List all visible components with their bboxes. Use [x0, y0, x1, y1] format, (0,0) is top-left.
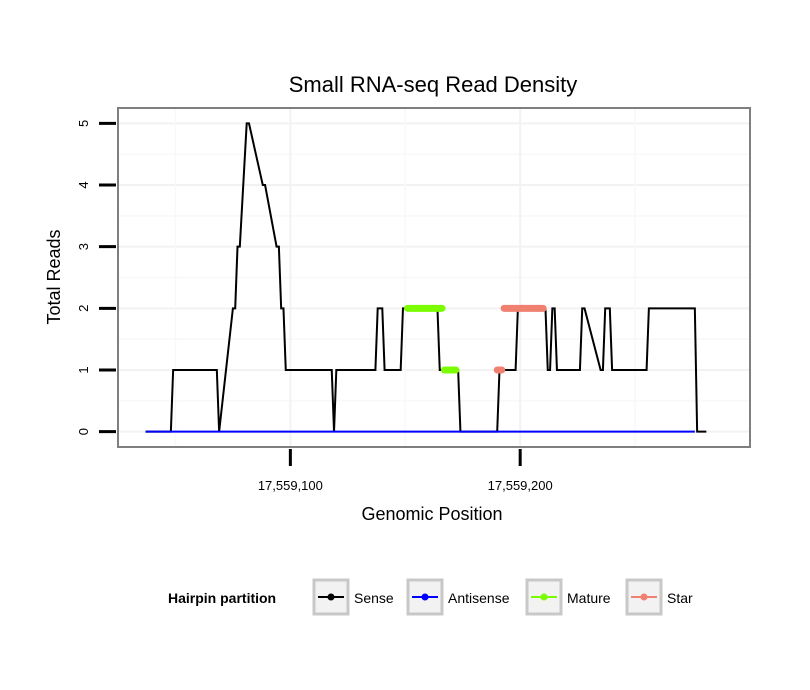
x-axis: 17,559,100 17,559,200 — [258, 449, 553, 493]
grid — [118, 108, 751, 447]
legend-key-sense-point — [327, 593, 335, 601]
y-tick-label: 1 — [76, 366, 91, 373]
legend-key-star-point — [640, 593, 648, 601]
y-tick-label: 0 — [76, 428, 91, 435]
y-tick-label: 5 — [76, 120, 91, 127]
legend-label-star: Star — [667, 590, 693, 606]
series-layer — [145, 122, 707, 433]
legend-label-antisense: Antisense — [448, 590, 510, 606]
x-axis-title: Genomic Position — [361, 504, 502, 524]
legend-key-antisense-point — [421, 593, 429, 601]
y-tick-label: 2 — [76, 305, 91, 312]
plot-panel-border — [117, 107, 751, 448]
y-tick-label: 4 — [76, 181, 91, 188]
y-tick-label: 3 — [76, 243, 91, 250]
x-tick-label: 17,559,100 — [258, 478, 323, 493]
legend-label-sense: Sense — [354, 590, 394, 606]
legend-label-mature: Mature — [567, 590, 611, 606]
legend-title: Hairpin partition — [168, 590, 276, 606]
chart-title: Small RNA-seq Read Density — [289, 72, 578, 97]
y-axis: 0 1 2 3 4 5 — [76, 120, 116, 435]
y-axis-title: Total Reads — [44, 229, 64, 324]
x-tick-label: 17,559,200 — [488, 478, 553, 493]
legend: Hairpin partition Sense Antisense Mature St… — [168, 578, 693, 616]
legend-key-mature-point — [540, 593, 548, 601]
